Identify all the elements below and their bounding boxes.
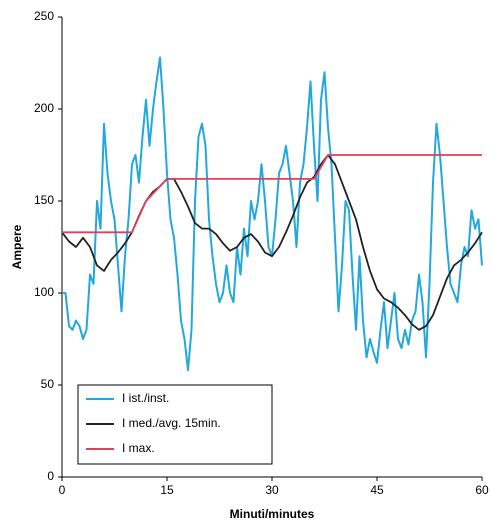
x-axis-label: Minuti/minutes	[230, 507, 315, 521]
y-axis-label: Ampere	[10, 224, 24, 269]
x-tick-label: 30	[265, 483, 279, 497]
y-tick-label: 50	[41, 377, 55, 391]
y-tick-label: 150	[34, 193, 54, 207]
x-tick-label: 15	[160, 483, 174, 497]
y-tick-label: 0	[47, 469, 54, 483]
legend-label: I ist./inst.	[122, 391, 169, 405]
series-line	[62, 56, 483, 372]
series-line	[62, 154, 482, 234]
x-tick-label: 60	[475, 483, 489, 497]
legend-label: I max.	[122, 441, 155, 455]
y-tick-label: 100	[34, 285, 54, 299]
series-line	[61, 154, 483, 331]
y-tick-label: 250	[34, 9, 54, 23]
y-tick-label: 200	[34, 101, 54, 115]
x-tick-label: 0	[59, 483, 66, 497]
legend-label: I med./avg. 15min.	[122, 416, 221, 430]
x-tick-label: 45	[370, 483, 384, 497]
